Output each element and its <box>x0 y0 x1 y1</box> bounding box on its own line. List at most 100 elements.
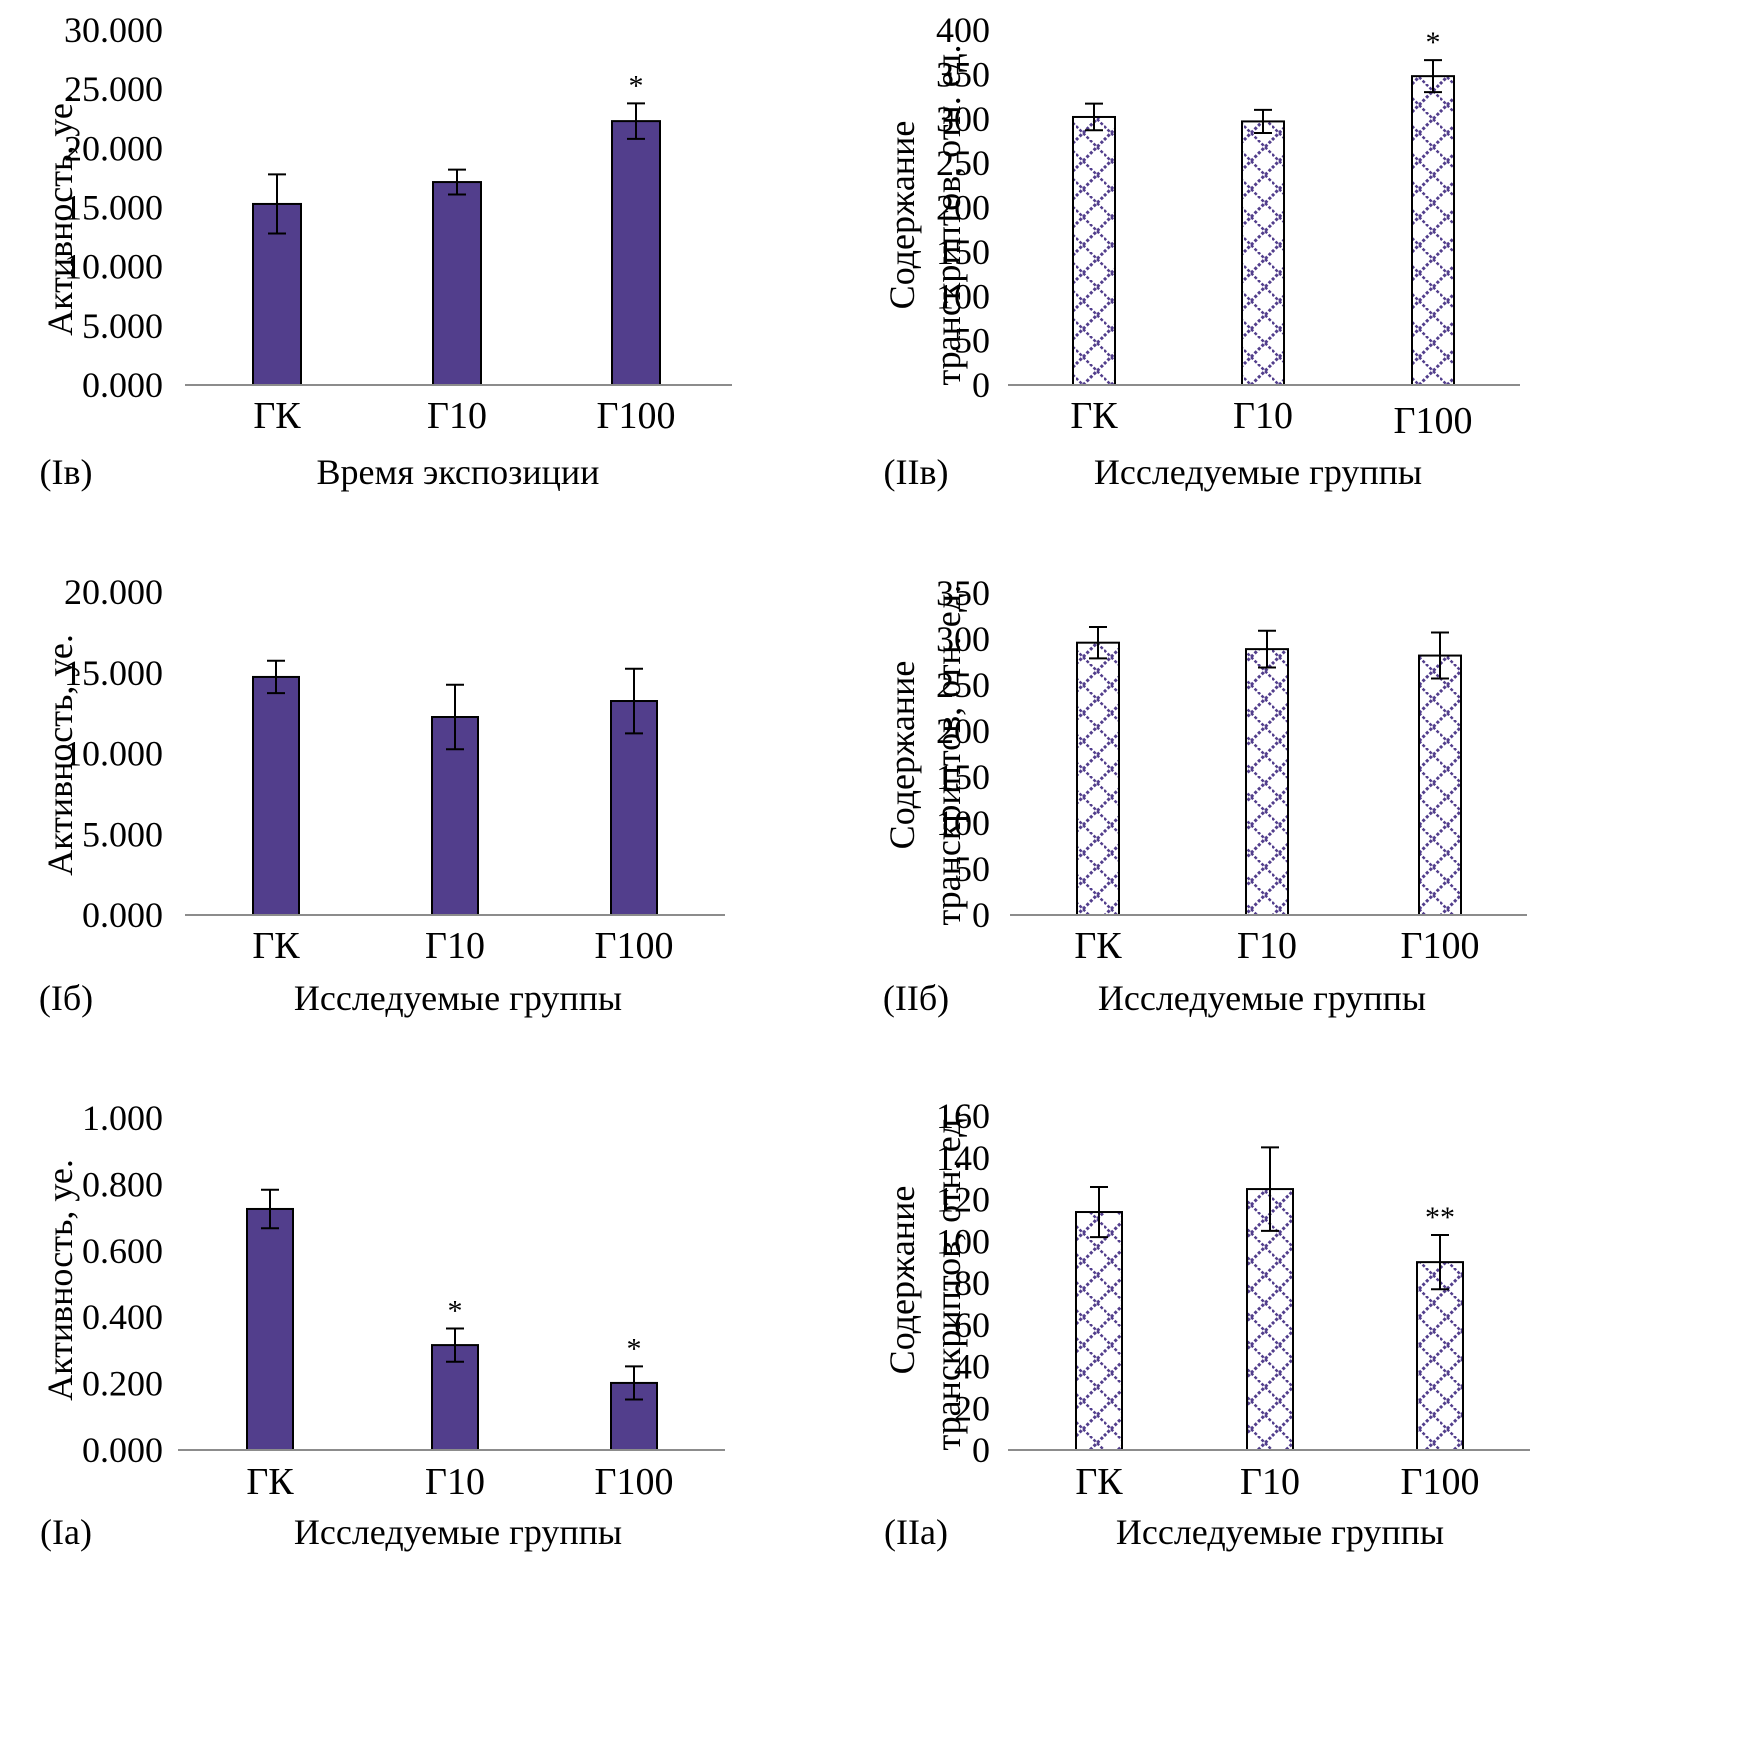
error-bar <box>1258 629 1276 669</box>
error-bar <box>1085 102 1103 132</box>
y-tick-label: 5.000 <box>82 306 163 346</box>
error-bar <box>625 667 643 735</box>
x-tick-label: ГК <box>253 395 301 437</box>
x-axis-label: Исследуемые группы <box>1116 1512 1444 1552</box>
y-tick-label: 150 <box>936 232 990 272</box>
y-tick-label: 250 <box>936 665 990 705</box>
x-tick-label: Г10 <box>1237 925 1297 967</box>
significance-marker: * <box>627 1332 642 1365</box>
x-tick-label: Г10 <box>425 925 485 967</box>
y-tick-label: 15.000 <box>64 653 163 693</box>
error-bar <box>446 683 464 751</box>
y-axis-label-line: Содержание <box>882 1186 922 1375</box>
y-tick-label: 5.000 <box>82 814 163 854</box>
y-tick-label: 100 <box>936 276 990 316</box>
x-axis-label: Исследуемые группы <box>1094 452 1422 492</box>
bar-Г100 <box>611 120 661 386</box>
y-tick-label: 0.600 <box>82 1231 163 1271</box>
error-bar <box>627 102 645 140</box>
error-bar <box>446 1327 464 1363</box>
bar-ГК <box>1075 1211 1123 1452</box>
y-axis-label-line: Содержание <box>882 661 922 850</box>
panel-label: (IIа) <box>884 1512 948 1552</box>
x-tick-label: Г100 <box>595 925 674 967</box>
y-tick-label: 0.000 <box>82 1430 163 1470</box>
x-tick-label: ГК <box>1075 1461 1123 1503</box>
x-tick-label: Г100 <box>595 1461 674 1503</box>
y-axis-label-line: транскриптов, отн. ед. <box>928 44 968 385</box>
y-tick-label: 30.000 <box>64 10 163 50</box>
y-tick-label: 0 <box>972 895 990 935</box>
x-tick-label: Г100 <box>597 395 676 437</box>
y-axis-label-line: транскриптов, отн. ед. <box>928 584 968 925</box>
bar-ГК <box>1076 641 1120 917</box>
bar-Г10 <box>1246 1188 1294 1451</box>
bar-ГК <box>246 1207 294 1451</box>
chart-panel-Ia: 0.000 0.200 0.400 0.600 0.800 1.000Активность… <box>40 1098 725 1552</box>
chart-panel-Iv: 0.000 5.000 10.000 15.000 20.000 25.000 30.000… <box>40 10 732 492</box>
y-tick-label: 0.200 <box>82 1364 163 1404</box>
y-tick-label: 20.000 <box>64 572 163 612</box>
y-tick-label: 10.000 <box>64 734 163 774</box>
y-tick-label: 350 <box>936 573 990 613</box>
y-axis-label: Активность, уе. <box>40 1159 80 1401</box>
x-tick-label: Г10 <box>1240 1461 1300 1503</box>
y-tick-label: 40 <box>954 1347 990 1387</box>
y-axis-label: Содержание транскриптов, отн. ед. <box>882 44 968 385</box>
bar-Г100 <box>1418 654 1462 916</box>
bar-Г100 <box>1411 75 1455 387</box>
y-tick-label: 60 <box>954 1305 990 1345</box>
error-bar <box>448 168 466 196</box>
y-tick-label: 200 <box>936 711 990 751</box>
y-tick-label: 350 <box>936 54 990 94</box>
panel-label: (Iа) <box>40 1512 92 1552</box>
y-tick-label: 0 <box>972 365 990 405</box>
bar-Г10 <box>1241 120 1285 386</box>
error-bar <box>1424 59 1442 94</box>
bar-Г100 <box>1416 1261 1464 1451</box>
y-tick-label: 0 <box>972 1430 990 1470</box>
y-axis-label-line: транскриптов, отн. ед. <box>928 1109 968 1450</box>
y-tick-label: 1.000 <box>82 1098 163 1138</box>
bar-Г100 <box>610 700 658 916</box>
panel-label: (Iв) <box>40 452 93 492</box>
x-axis-label: Исследуемые группы <box>1098 978 1426 1018</box>
y-tick-label: 300 <box>936 99 990 139</box>
x-axis-label: Исследуемые группы <box>294 978 622 1018</box>
significance-marker: * <box>629 69 644 102</box>
y-tick-label: 0.400 <box>82 1297 163 1337</box>
significance-marker: * <box>1426 26 1441 59</box>
y-tick-label: 80 <box>954 1263 990 1303</box>
x-tick-label: ГК <box>1070 395 1118 437</box>
y-tick-label: 10.000 <box>64 247 163 287</box>
x-axis-label: Время экспозиции <box>317 452 600 492</box>
x-tick-label: ГК <box>246 1461 294 1503</box>
error-bar <box>1261 1146 1279 1232</box>
bar-ГК <box>252 675 300 916</box>
y-tick-label: 120 <box>936 1180 990 1220</box>
y-tick-label: 20 <box>954 1388 990 1428</box>
bar-Г10 <box>432 181 482 386</box>
y-axis-label-line: Содержание <box>882 121 922 310</box>
x-tick-label: ГК <box>252 925 300 967</box>
y-tick-label: 160 <box>936 1096 990 1136</box>
y-tick-label: 400 <box>936 10 990 50</box>
y-tick-label: 100 <box>936 803 990 843</box>
y-axis-label: Содержание транскриптов, отн. ед. <box>882 1109 968 1450</box>
x-tick-label: ГК <box>1074 925 1122 967</box>
x-axis-label: Исследуемые группы <box>294 1512 622 1552</box>
panel-label: (IIб) <box>883 978 949 1018</box>
y-tick-label: 50 <box>954 321 990 361</box>
y-tick-label: 0.000 <box>82 365 163 405</box>
chart-panel-Ib: 0.000 5.000 10.000 15.000 20.000 Активность, … <box>39 572 725 1018</box>
error-bar <box>261 1188 279 1230</box>
error-bar <box>268 173 286 235</box>
y-tick-label: 150 <box>936 757 990 797</box>
y-tick-label: 25.000 <box>64 69 163 109</box>
x-tick-label: Г100 <box>1401 1461 1480 1503</box>
y-axis-label: Содержание транскриптов, отн. ед. <box>882 584 968 925</box>
y-tick-label: 50 <box>954 849 990 889</box>
y-tick-label: 140 <box>936 1138 990 1178</box>
